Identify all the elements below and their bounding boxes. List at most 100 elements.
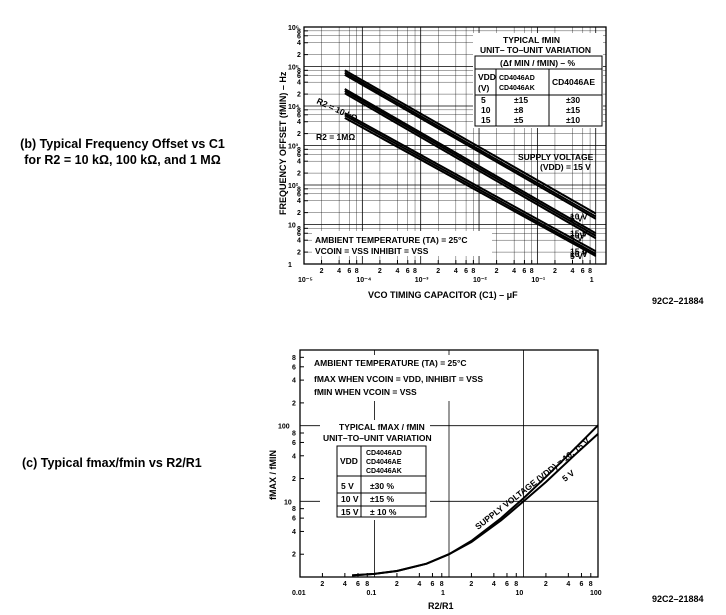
chart-c-x-minor-label: 4 (492, 581, 496, 588)
chart-b-y-minor-label: 6 (297, 73, 301, 80)
chart-b-y-minor-label: 6 (297, 33, 301, 40)
panel-b-caption: (b) Typical Frequency Offset vs C1 for R… (10, 136, 235, 168)
chart-b-y-decade-label: 10⁵ (288, 65, 299, 72)
chart-b-y-minor-label: 4 (297, 198, 301, 205)
chart-b-series-line (344, 71, 597, 218)
chart-b-table-cell: 5 (481, 95, 486, 105)
chart-b-x-minor-label: 4 (512, 268, 516, 275)
chart-c-y-minor-label: 4 (292, 529, 296, 536)
chart-b-x-decade-label: 10⁻² (473, 277, 487, 284)
chart-c-table-bg (320, 420, 430, 520)
chart-b-voltage-label: 5 V (570, 214, 583, 224)
chart-c-series-line (352, 433, 599, 577)
chart-c-x-decade-label: 10 (516, 590, 524, 597)
chart-b-y-minor-label: 2 (297, 250, 301, 257)
chart-b-y-minor-label: 4 (297, 40, 301, 47)
chart-c-table: TYPICAL fMAX / fMIN UNIT–TO–UNIT VARIATI… (320, 420, 432, 520)
chart-b-ylabel: FREQUENCY OFFSET (fMIN) – Hz (278, 71, 288, 215)
chart-b-series-line (344, 69, 597, 215)
chart-b-voltage-label: 10 V (570, 249, 588, 259)
chart-b-series-line (344, 88, 597, 235)
chart-c-x-minor-label: 6 (505, 581, 509, 588)
chart-c-ylabel: fMAX / fMIN (268, 450, 278, 500)
chart-c-x-decade-label: 0.1 (367, 590, 377, 597)
chart-b-y-minor-label: 2 (297, 131, 301, 138)
chart-b-x-decade-label: 10⁻³ (415, 277, 429, 284)
chart-b-xlabel: VCO TIMING CAPACITOR (C1) – μF (368, 290, 518, 300)
chart-b-series (344, 69, 597, 257)
chart-c-y-minor-label: 6 (292, 440, 296, 447)
chart-b-y-minor-label: 8 (297, 226, 301, 233)
chart-b-x-minor-label: 4 (454, 268, 458, 275)
chart-b-voltage-label: 5 V (570, 233, 583, 243)
chart-b-table-border (474, 55, 603, 127)
chart-b-y-decade-label: 10³ (288, 144, 299, 151)
chart-c-x-minor-label: 8 (440, 581, 444, 588)
chart-c-table-col-ak: CD4046AK (366, 468, 402, 475)
chart-b-supply-voltage-label: SUPPLY VOLTAGE (518, 152, 594, 162)
chart-b-table-cell: ±5 (514, 115, 524, 125)
chart-b-x-minor-label: 4 (571, 268, 575, 275)
chart-c-x-minor-label: 6 (579, 581, 583, 588)
chart-b-y-minor-label: 2 (297, 171, 301, 178)
chart-c-x-decade-label: 1 (441, 590, 445, 597)
chart-c-table-cell: 15 V (341, 507, 359, 517)
chart-b-fmin-table: TYPICAL fMIN UNIT– TO–UNIT VARIATION (Δf… (473, 33, 603, 128)
chart-b-table-vdd: VDD (478, 72, 496, 82)
chart-c-x-minor-label: 2 (320, 581, 324, 588)
chart-c-x-minor-label: 2 (469, 581, 473, 588)
chart-c-x-minor-label: 2 (395, 581, 399, 588)
chart-c-y-minor-label: 2 (292, 400, 296, 407)
chart-b-y-decade-label: 10 (288, 223, 296, 230)
chart-c-x-minor-label: 8 (514, 581, 518, 588)
chart-b-x-minor-label: 6 (464, 268, 468, 275)
chart-b-table-cell: 10 (481, 105, 491, 115)
chart-b-series-line (344, 92, 597, 240)
chart-b-y-decade-label: 10² (288, 183, 299, 190)
chart-b-x-minor-label: 8 (588, 268, 592, 275)
chart-c-table-vdd: VDD (340, 456, 358, 466)
chart-b-y-decade-label: 10⁴ (288, 104, 300, 111)
chart-c-y-minor-label: 2 (292, 552, 296, 559)
chart-c-y-decade-label: 100 (278, 424, 290, 431)
chart-b-y-minor-label: 2 (297, 52, 301, 59)
chart-b-table-col2: CD4046AE (552, 77, 595, 87)
chart-b-y-minor-label: 8 (297, 107, 301, 114)
chart-b-x-minor-label: 6 (522, 268, 526, 275)
panel-b-caption-line1: (b) Typical Frequency Offset vs C1 (20, 137, 225, 151)
chart-b-series-line (344, 112, 597, 253)
chart-b-conditions-2: VCOIN = VSS INHIBIT = VSS (315, 246, 429, 256)
panel-b-caption-line2: for R2 = 10 kΩ, 100 kΩ, and 1 MΩ (24, 153, 221, 167)
chart-b-y-minor-label: 6 (297, 112, 301, 119)
chart-c-y-minor-label: 8 (292, 355, 296, 362)
chart-b-y-decade-label: 1 (288, 262, 292, 269)
panel-b-figure-code: 92C2–21884 (652, 296, 704, 306)
chart-b-x-minor-label: 4 (395, 268, 399, 275)
chart-c-table-title-2: UNIT–TO–UNIT VARIATION (323, 433, 432, 443)
chart-b-x-minor-label: 2 (553, 268, 557, 275)
chart-c-table-cell: ±15 % (370, 494, 394, 504)
chart-b-x-minor-label: 6 (581, 268, 585, 275)
chart-c-x-minor-label: 6 (430, 581, 434, 588)
chart-b-series-line (344, 117, 597, 257)
chart-b-x-decade-label: 10⁻¹ (531, 277, 545, 284)
chart-b-x-decade-label: 1 (590, 277, 594, 284)
chart-b-y-minor-label: 6 (297, 152, 301, 159)
chart-b-y-minor-label: 8 (297, 186, 301, 193)
chart-b-table-cell: ±10 (566, 115, 580, 125)
chart-c-x-decade-label: 0.01 (292, 590, 306, 597)
chart-b-table-cell: 15 (481, 115, 491, 125)
chart-b-voltage-label: 10V (570, 231, 585, 241)
chart-b-x-minor-label: 6 (406, 268, 410, 275)
chart-c-x-decade-label: 100 (590, 590, 602, 597)
chart-b-table-col1: CD4046AD (499, 75, 535, 82)
chart-b-gridlines (303, 26, 606, 265)
chart-b-conditions-bg (312, 231, 492, 256)
chart-b-y-minor-label: 2 (297, 92, 301, 99)
chart-b-x-minor-label: 2 (436, 268, 440, 275)
chart-b-y-decade-label: 10⁶ (288, 25, 299, 32)
chart-c-x-minor-label: 4 (566, 581, 570, 588)
